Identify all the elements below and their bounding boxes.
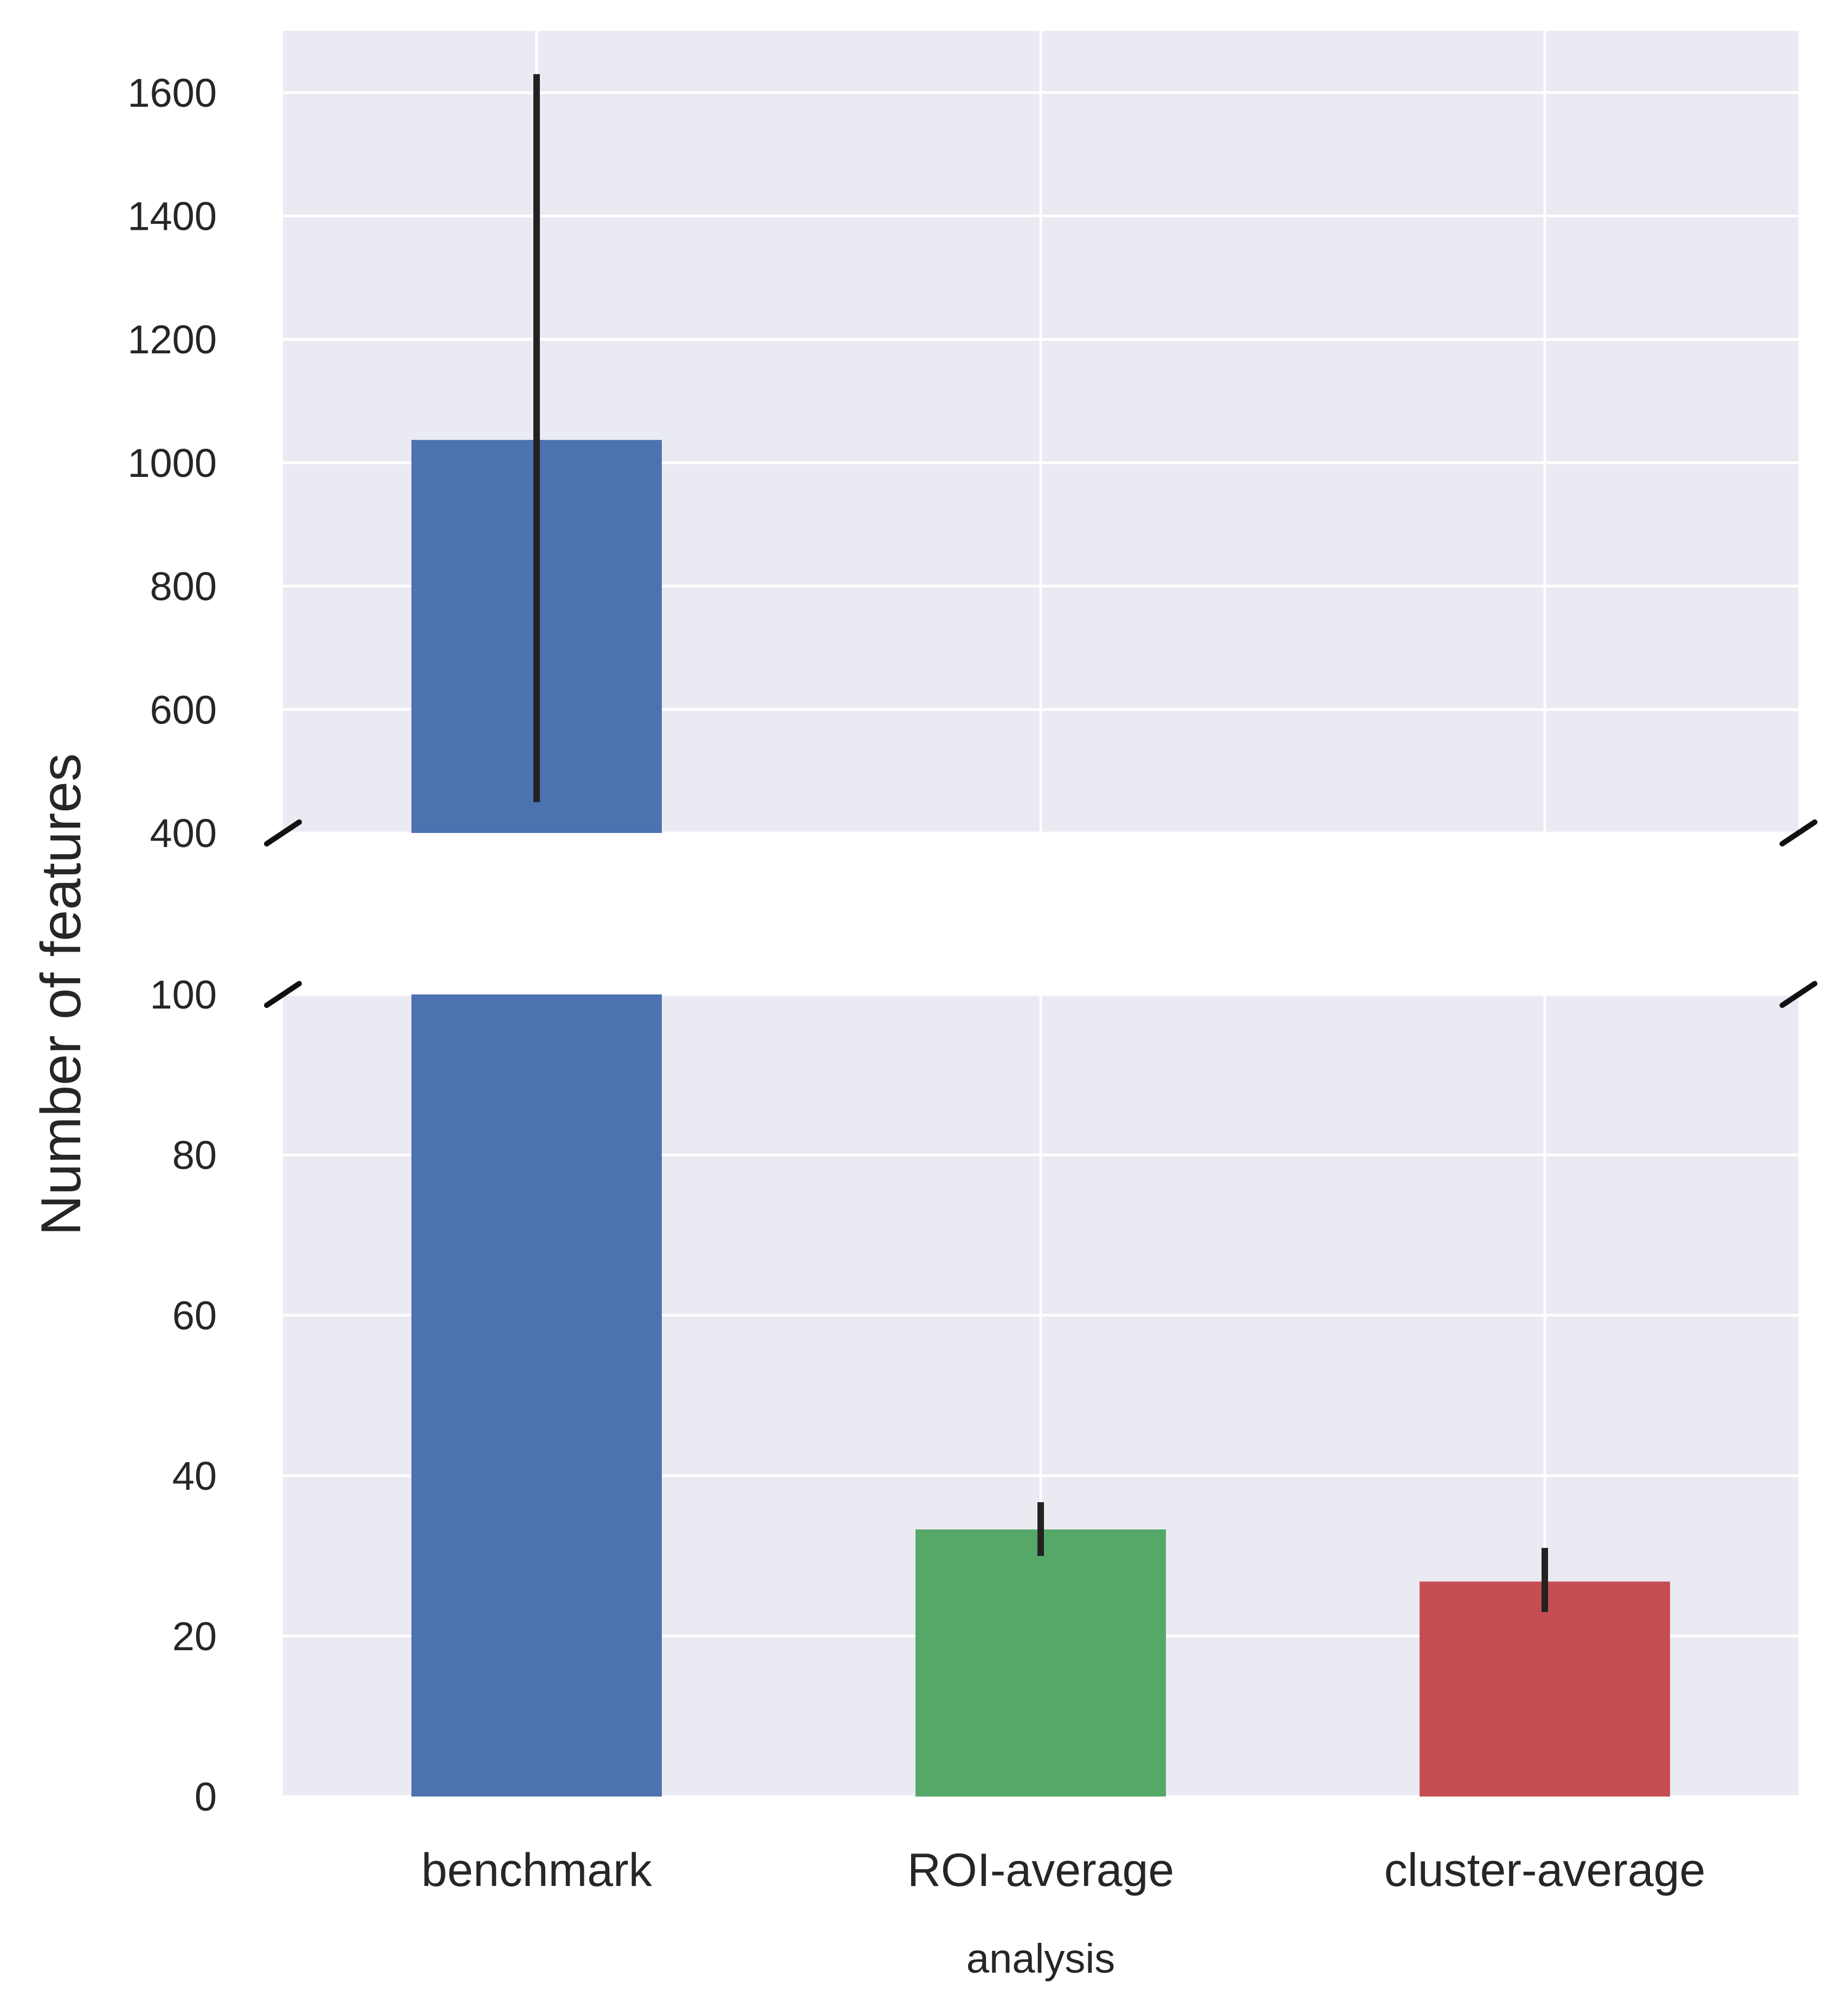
lower-y-tick-label: 20: [172, 1614, 217, 1659]
axis-break-mark: [264, 981, 302, 1008]
y-tick-labels: 400 600 800 1000 1200 1400 1600 0 20 40 60 80 100: [127, 70, 217, 1819]
bar-benchmark: [411, 994, 662, 1797]
y-axis-title: Number of features: [30, 753, 93, 1236]
x-tick-label-cluster-average: cluster-average: [1384, 1844, 1706, 1896]
x-axis-title: analysis: [966, 1936, 1116, 1982]
upper-y-tick-label: 400: [150, 811, 217, 856]
lower-y-tick-label: 0: [195, 1774, 217, 1819]
axis-break-marks: [264, 819, 1817, 1008]
axis-break-mark: [1779, 819, 1817, 847]
lower-y-tick-label: 100: [150, 972, 217, 1017]
bar-ROI-average: [915, 1529, 1166, 1797]
upper-y-tick-label: 1200: [127, 317, 217, 362]
lower-y-tick-label: 40: [172, 1453, 217, 1498]
axis-break-mark: [264, 819, 302, 847]
x-tick-label-ROI-average: ROI-average: [907, 1844, 1174, 1896]
x-category-labels: benchmark ROI-average cluster-average: [421, 1844, 1705, 1896]
upper-y-tick-label: 800: [150, 564, 217, 609]
error-bars: [533, 74, 1548, 1612]
lower-y-tick-label: 80: [172, 1133, 217, 1178]
upper-y-tick-label: 1000: [127, 441, 217, 486]
bar-cluster-average: [1420, 1581, 1670, 1797]
axis-break-mark: [1779, 981, 1817, 1008]
upper-y-tick-label: 1600: [127, 70, 217, 115]
x-tick-label-benchmark: benchmark: [421, 1844, 652, 1896]
upper-y-tick-label: 1400: [127, 194, 217, 239]
upper-y-tick-label: 600: [150, 687, 217, 732]
lower-y-tick-label: 60: [172, 1293, 217, 1338]
